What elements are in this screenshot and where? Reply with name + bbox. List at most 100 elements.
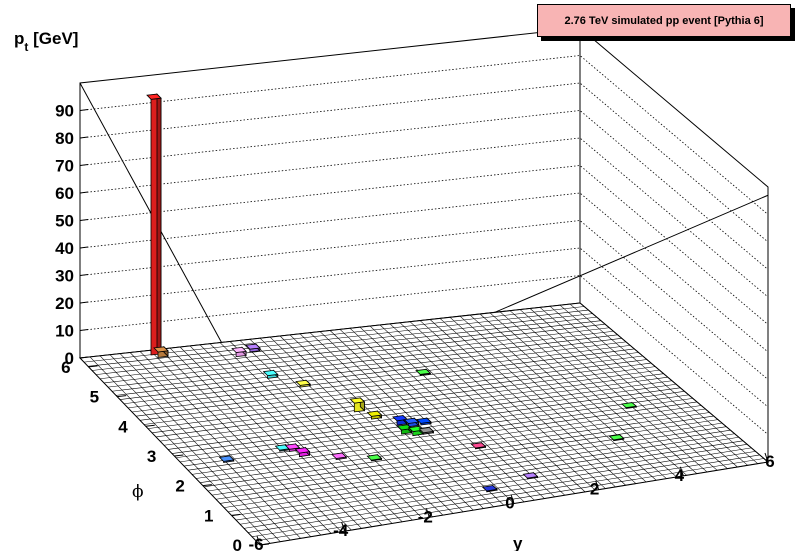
bar-top-face (407, 425, 424, 433)
bar (403, 417, 420, 428)
bar-top-face (522, 472, 539, 479)
x-tick (256, 535, 261, 546)
bar (481, 484, 498, 493)
y-tick-label: 3 (147, 447, 156, 466)
grid-line-x (539, 307, 728, 469)
grid-line-y (243, 447, 752, 529)
grid-line-y (159, 373, 664, 442)
grid-line-x (549, 306, 738, 468)
bar (418, 426, 435, 435)
z-axis-label-sub: t (24, 40, 28, 54)
bars-group (146, 93, 638, 493)
grid-line-x (409, 321, 596, 491)
x-tick-label: -6 (248, 535, 263, 551)
y-tick (174, 454, 184, 457)
grid-line-x (239, 340, 423, 519)
z-tick (79, 246, 89, 249)
grid-line-x (339, 329, 525, 503)
z-tick (79, 301, 89, 304)
grid-line-y (251, 454, 760, 537)
bar (295, 379, 312, 388)
bar-top-face (349, 397, 366, 404)
bar-top-face (231, 346, 247, 353)
bar-top-face (470, 442, 487, 449)
grid-line-x (219, 342, 403, 522)
grid-line-x (519, 309, 708, 473)
grid-line-x (189, 345, 372, 527)
grid-line-y (139, 355, 643, 421)
grid-line-y (239, 444, 748, 525)
grid-line-y (255, 458, 764, 542)
y-tick-label: 0 (233, 536, 242, 551)
x-tick (341, 522, 346, 532)
x-tick (595, 480, 600, 490)
grid-line-x (159, 349, 342, 532)
bar (245, 343, 261, 353)
grid-line-y (179, 391, 685, 463)
x-tick (764, 452, 769, 463)
z-axis-label: pt [GeV] (14, 29, 78, 54)
bar (415, 368, 432, 376)
grid-line-y (95, 316, 597, 375)
grid-line-x (289, 334, 474, 511)
grid-line-x (529, 308, 718, 471)
grid-line-y (199, 408, 706, 483)
grid-line-y (91, 313, 593, 371)
bar (294, 446, 311, 458)
grid-line-y (187, 398, 693, 471)
bar-top-face (262, 369, 279, 377)
bar-top-face (366, 410, 383, 417)
bar-top-face (284, 443, 301, 450)
grid-line-y (151, 366, 656, 434)
chart-title-box: 2.76 TeV simulated pp event [Pythia 6] (537, 4, 791, 37)
y-tick (202, 484, 212, 487)
z-tick (79, 109, 89, 111)
bar (522, 471, 539, 480)
grid-line-y (107, 327, 610, 388)
grid-line-x (359, 326, 545, 499)
bar-top-face (366, 454, 383, 461)
z-axis-label-main: p (14, 29, 24, 48)
grid-line-x (299, 333, 484, 509)
grid-line-y (203, 412, 710, 488)
x-tick-label: 2 (590, 480, 599, 499)
grid-line-x (259, 338, 444, 516)
bar (153, 345, 169, 358)
grid-line-x (419, 320, 606, 489)
grid-line-y (223, 429, 731, 508)
bar-top-face (153, 346, 169, 353)
grid-line-y (87, 309, 589, 367)
grid-line-y (115, 334, 618, 396)
x-tick (510, 494, 515, 504)
y-axis-label: ϕ (132, 482, 144, 502)
y-tick-label: 2 (175, 477, 184, 496)
grid-line-y (191, 401, 698, 475)
bar-top-face (415, 368, 432, 375)
x-tick-label: -4 (333, 521, 349, 540)
grid-line-x (499, 311, 687, 476)
grid-line-y (131, 348, 635, 413)
z-tick-label: 50 (55, 212, 74, 231)
z-tick-label: 80 (55, 129, 74, 148)
grid-line-x (129, 352, 311, 537)
grid-line-x (139, 351, 322, 536)
y-tick (88, 365, 98, 368)
grid-line-x (329, 330, 515, 504)
grid-line-y (127, 345, 631, 409)
z-tick-label: 60 (55, 184, 74, 203)
z-tick-label: 40 (55, 239, 74, 258)
grid-line-y (207, 415, 714, 492)
grid-line-y (219, 426, 727, 504)
grid-line-x (579, 302, 769, 463)
grid-line-y (135, 352, 639, 417)
grid-line-x (469, 314, 657, 481)
grid-line-y (163, 376, 668, 446)
bar (218, 454, 235, 463)
bar (620, 401, 638, 409)
grid-line-y (103, 323, 606, 384)
y-tick (259, 543, 270, 546)
bar (470, 441, 487, 450)
grid-line-y (167, 380, 672, 450)
y-tick (145, 424, 155, 427)
